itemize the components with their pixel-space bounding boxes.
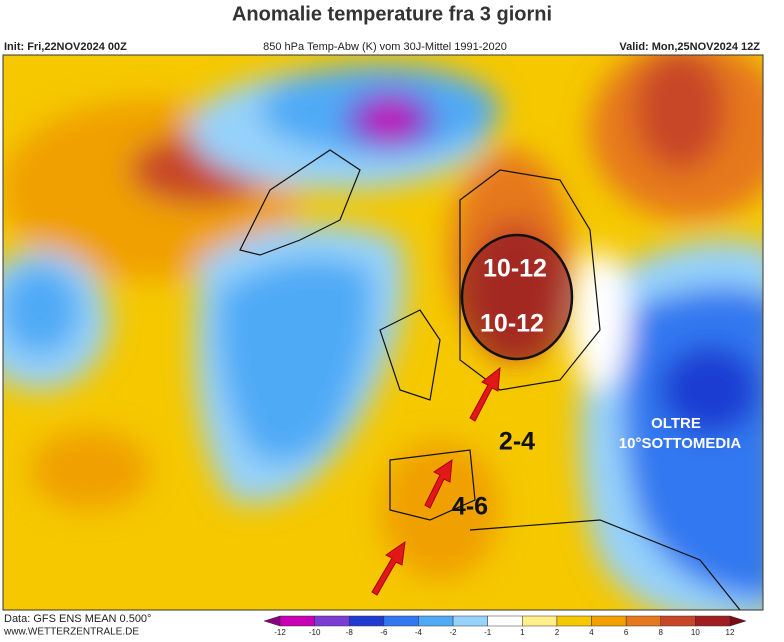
annotation: 2-4: [499, 428, 535, 456]
colorbar-tick-label: 4: [589, 628, 594, 637]
arrows: [371, 366, 501, 596]
annotation: 10-12: [483, 255, 547, 283]
colorbar-tick-label: 1: [520, 628, 525, 637]
annotation: 4-6: [452, 493, 488, 521]
colorbar-segment: [348, 615, 385, 627]
annotation: OLTRE: [651, 415, 701, 432]
colorbar-tick-label: -4: [415, 628, 423, 637]
colorbar-tick-label: -1: [484, 628, 492, 637]
colorbar-end: [729, 615, 747, 627]
colorbar-segment: [556, 615, 592, 627]
map: [3, 55, 763, 610]
footer-data: Data: GFS ENS MEAN 0.500°: [4, 613, 151, 625]
colorbar-segment: [625, 615, 662, 627]
description: 850 hPa Temp-Abw (K) vom 30J-Mittel 1991…: [263, 41, 507, 53]
colorbar-tick-label: 10: [691, 628, 700, 637]
colorbar-tick-label: -6: [380, 628, 388, 637]
colorbar-segment: [487, 615, 523, 627]
colorbar-tick-label: -10: [309, 628, 321, 637]
colorbar-tick-label: 8: [659, 628, 664, 637]
colorbar-tick-label: 2: [555, 628, 560, 637]
footer-site: www.WETTERZENTRALE.DE: [3, 627, 139, 638]
colorbar-segment: [314, 615, 350, 627]
colorbar-tick-label: 6: [624, 628, 629, 637]
title: Anomalie temperature fra 3 giorni: [232, 3, 552, 25]
colorbar-segment: [279, 615, 315, 627]
colorbar-segment: [591, 615, 627, 627]
map-frame: [2, 54, 764, 611]
colorbar: -12 -10 -8 -6 -4 -2 -1 1 2 4 6 8 10 12: [263, 615, 747, 637]
colorbar-segment: [695, 615, 731, 627]
valid-time: Valid: Mon,25NOV2024 12Z: [619, 41, 760, 53]
colorbar-tick-label: -2: [450, 628, 458, 637]
colorbar-segment: [660, 615, 696, 627]
annotation: 10-12: [480, 310, 544, 338]
colorbar-segment: [418, 615, 454, 627]
colorbar-segment: [522, 615, 558, 627]
highlight-circle: [460, 233, 574, 361]
init-time: Init: Fri,22NOV2024 00Z: [4, 41, 127, 53]
colorbar-tick-label: -8: [346, 628, 354, 637]
colorbar-segment: [452, 615, 488, 627]
colorbar-segment: [383, 615, 419, 627]
annotation: 10°SOTTOMEDIA: [619, 435, 742, 452]
colorbar-tick-label: -12: [274, 628, 286, 637]
colorbar-tick-label: 12: [726, 628, 735, 637]
colorbar-end: [263, 615, 281, 627]
